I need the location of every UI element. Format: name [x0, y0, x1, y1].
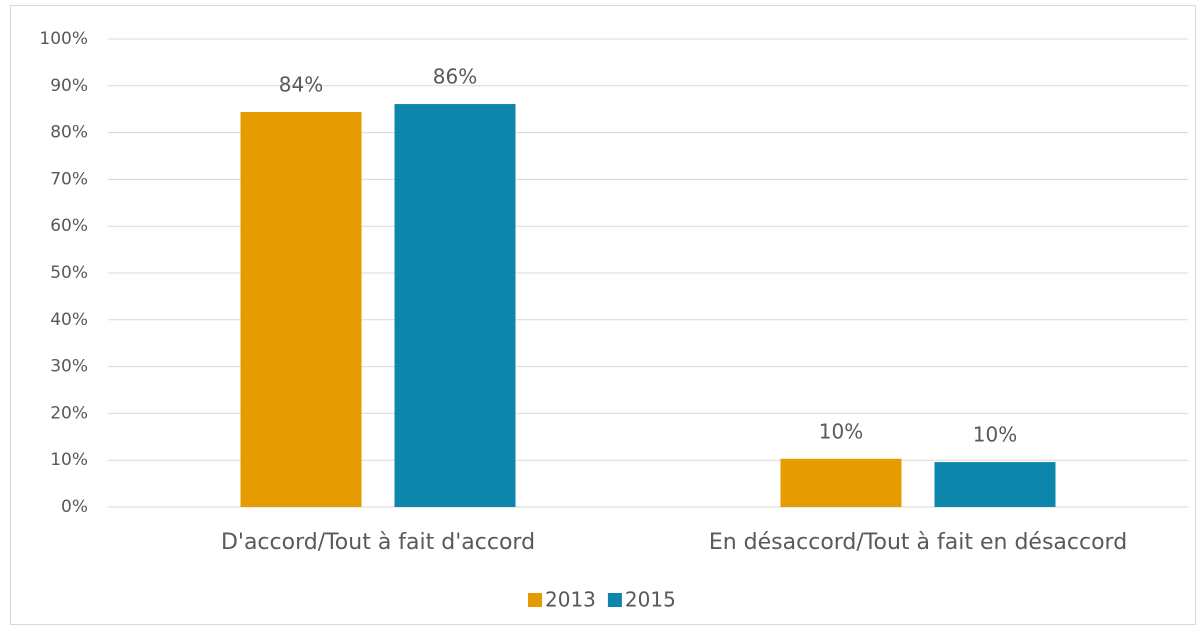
x-tick-label: En désaccord/Tout à fait en désaccord	[709, 530, 1127, 555]
value-label: 10%	[973, 423, 1017, 447]
value-label: 84%	[279, 73, 323, 97]
y-tick-label: 10%	[50, 450, 88, 470]
legend-label: 2013	[545, 588, 596, 612]
bar	[780, 458, 902, 507]
y-tick-label: 20%	[50, 403, 88, 423]
legend-label: 2015	[625, 588, 676, 612]
y-tick-label: 100%	[39, 29, 88, 49]
y-tick-label: 90%	[50, 76, 88, 96]
bar	[934, 462, 1056, 507]
chart-frame	[10, 5, 1196, 625]
legend-swatch	[528, 593, 542, 607]
y-tick-label: 60%	[50, 216, 88, 236]
y-tick-label: 50%	[50, 263, 88, 283]
legend-swatch	[607, 593, 622, 607]
bar	[394, 104, 516, 507]
y-tick-label: 40%	[50, 310, 88, 330]
y-tick-label: 0%	[61, 497, 88, 517]
value-label: 10%	[819, 419, 863, 443]
y-tick-label: 80%	[50, 123, 88, 143]
y-tick-label: 70%	[50, 169, 88, 189]
y-tick-label: 30%	[50, 357, 88, 377]
value-label: 86%	[433, 65, 477, 89]
bar	[240, 112, 362, 508]
x-tick-label: D'accord/Tout à fait d'accord	[221, 530, 535, 555]
